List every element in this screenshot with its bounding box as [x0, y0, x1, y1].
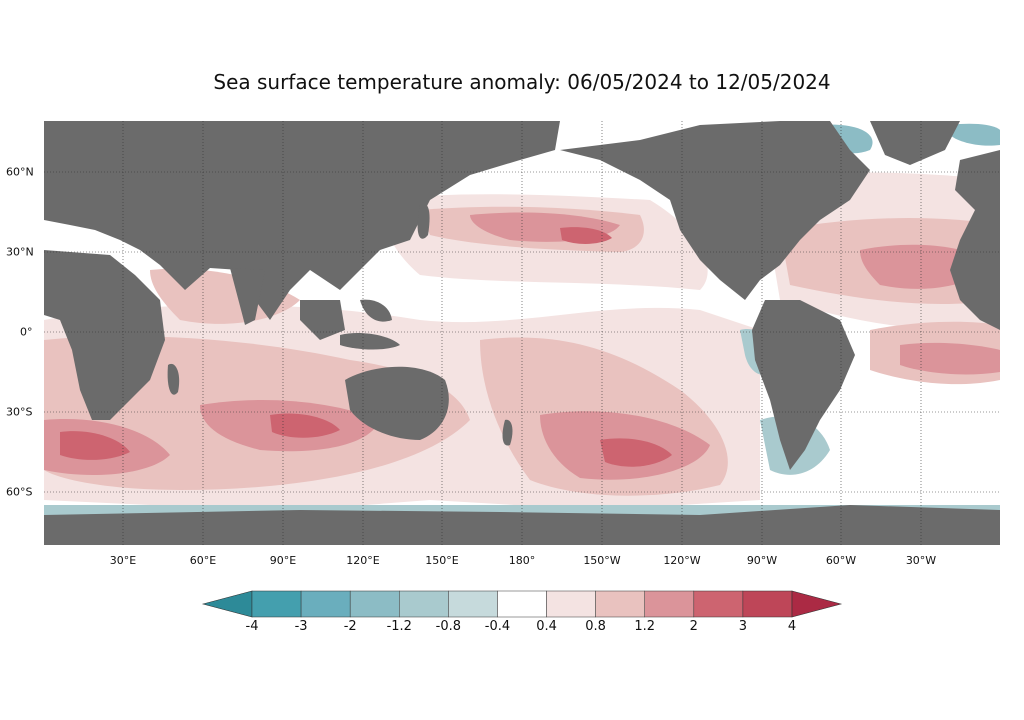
colorbar-cell [448, 590, 498, 618]
lon-tick-label: 30°W [905, 554, 937, 567]
lat-tick-label: 60°N [6, 165, 34, 179]
lon-tick-label: 120°E [346, 554, 380, 567]
lon-tick-label: 60°E [189, 554, 217, 567]
graticule [44, 121, 1000, 545]
colorbar-cell [251, 590, 302, 618]
colorbar-cell [742, 590, 793, 618]
lon-tick-label: 180° [508, 554, 536, 567]
lat-tick-label: 60°S [6, 485, 33, 499]
lon-tick-label: 90°E [269, 554, 297, 567]
colorbar-cell [497, 590, 547, 618]
colorbar-cell [546, 590, 596, 618]
lat-tick-label: 30°N [6, 245, 34, 259]
colorbar-tick-label: -2 [343, 619, 357, 634]
lon-tick-label: 150°W [583, 554, 621, 567]
colorbar-cell [300, 590, 351, 618]
colorbar-cell [595, 590, 645, 618]
colorbar-tick-label: -4 [245, 619, 259, 634]
colorbar [201, 590, 843, 618]
colorbar-tick-label: 1.2 [634, 619, 656, 634]
colorbar-tick-label: 0.8 [585, 619, 606, 634]
lon-tick-label: 60°W [825, 554, 857, 567]
colorbar-tick-label: 2 [689, 619, 698, 634]
colorbar-cell [693, 590, 744, 618]
map-title: Sea surface temperature anomaly: 06/05/2… [213, 70, 831, 94]
lon-tick-label: 30°E [109, 554, 137, 567]
lon-tick-label: 90°W [746, 554, 778, 567]
colorbar-extend-low [201, 590, 253, 618]
colorbar-extend-high [791, 590, 843, 618]
colorbar-cell [349, 590, 400, 618]
colorbar-tick-label: -0.8 [435, 619, 462, 634]
lat-tick-label: 30°S [6, 405, 33, 419]
lon-tick-label: 150°E [425, 554, 459, 567]
colorbar-tick-label: 4 [787, 619, 797, 634]
colorbar-tick-label: -1.2 [386, 619, 412, 634]
colorbar-tick-label: -0.4 [484, 619, 511, 634]
colorbar-cell [644, 590, 695, 618]
lat-tick-label: 0° [20, 325, 33, 339]
colorbar-tick-label: 0.4 [536, 619, 557, 634]
colorbar-tick-label: -3 [294, 619, 308, 634]
colorbar-cell [399, 590, 449, 618]
colorbar-tick-label: 3 [738, 619, 748, 634]
lon-tick-label: 120°W [663, 554, 701, 567]
